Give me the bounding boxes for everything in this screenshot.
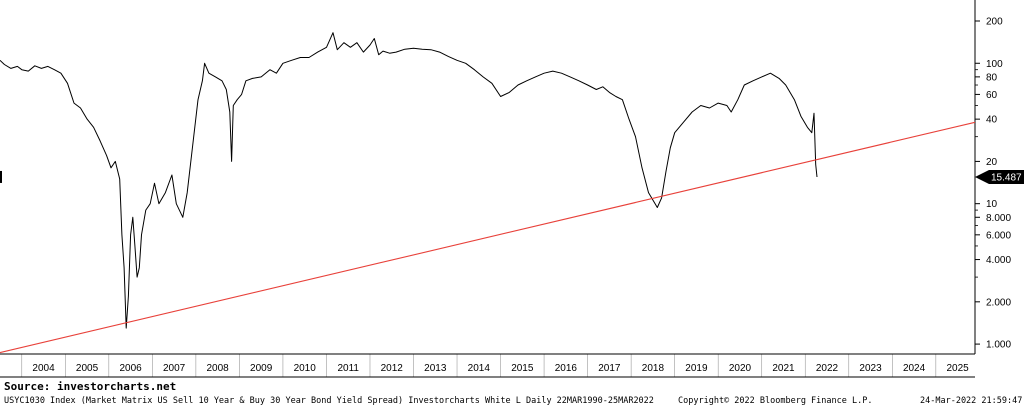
- y-tick-label: 10: [986, 199, 998, 210]
- x-tick-label: 2006: [119, 363, 142, 374]
- source-label: Source: investorcharts.net: [4, 380, 177, 393]
- x-tick-label: 2007: [163, 363, 186, 374]
- left-edge-marker: [0, 170, 2, 183]
- last-value-layer: 15.487: [0, 169, 1024, 184]
- x-tick-label: 2015: [511, 363, 534, 374]
- x-tick-label: 2012: [381, 363, 404, 374]
- copyright-label: Copyright© 2022 Bloomberg Finance L.P.: [678, 396, 873, 406]
- y-tick-label: 8.000: [986, 213, 1011, 224]
- y-tick-label: 4.000: [986, 255, 1011, 266]
- y-tick-label: 100: [986, 59, 1003, 70]
- series-layer: [0, 32, 976, 354]
- x-tick-label: 2014: [468, 363, 491, 374]
- x-tick-label: 2004: [32, 363, 55, 374]
- y-tick-label: 6.000: [986, 230, 1011, 241]
- y-tick-label: 20: [986, 157, 998, 168]
- y-tick-label: 2.000: [986, 297, 1011, 308]
- chart-description: USYC1030 Index (Market Matrix US Sell 10…: [4, 396, 654, 406]
- y-axis: 1.000 2.000 4.000 6.000 8.000 10 20 40 60 80 100 20…: [974, 0, 1011, 354]
- timestamp-label: 24-Mar-2022 21:59:47: [920, 396, 1023, 406]
- x-tick-label: 2023: [859, 363, 882, 374]
- year-gridlines: [21, 354, 937, 377]
- y-tick-label: 80: [986, 72, 998, 83]
- y-tick-label: 40: [986, 115, 998, 126]
- x-tick-label: 2005: [76, 363, 99, 374]
- y-tick-label: 1.000: [986, 340, 1011, 351]
- x-tick-label: 2009: [250, 363, 273, 374]
- x-axis: 2004 2005 2006 2007 2008 2009 2010 2011 2012 2013…: [0, 353, 975, 378]
- x-tick-label: 2021: [772, 363, 795, 374]
- y-tick-label: 200: [986, 16, 1003, 27]
- x-tick-label: 2010: [294, 363, 317, 374]
- x-tick-label: 2020: [729, 363, 752, 374]
- x-tick-label: 2024: [903, 363, 926, 374]
- y-tick-label: 60: [986, 90, 998, 101]
- x-tick-label: 2022: [816, 363, 839, 374]
- x-tick-label: 2019: [685, 363, 708, 374]
- x-tick-label: 2018: [642, 363, 665, 374]
- x-tick-label: 2016: [555, 363, 578, 374]
- x-tick-label: 2025: [946, 363, 969, 374]
- x-tick-label: 2017: [598, 363, 621, 374]
- x-tick-label: 2013: [424, 363, 447, 374]
- x-tick-label: 2008: [207, 363, 230, 374]
- last-value-label: 15.487: [991, 172, 1022, 183]
- trend-line: [0, 121, 976, 354]
- x-tick-label: 2011: [337, 363, 359, 374]
- chart-svg: 2004 2005 2006 2007 2008 2009 2010 2011 2012 2013…: [0, 0, 1024, 378]
- spread-line: [0, 32, 818, 329]
- last-value-tag: [975, 169, 1024, 184]
